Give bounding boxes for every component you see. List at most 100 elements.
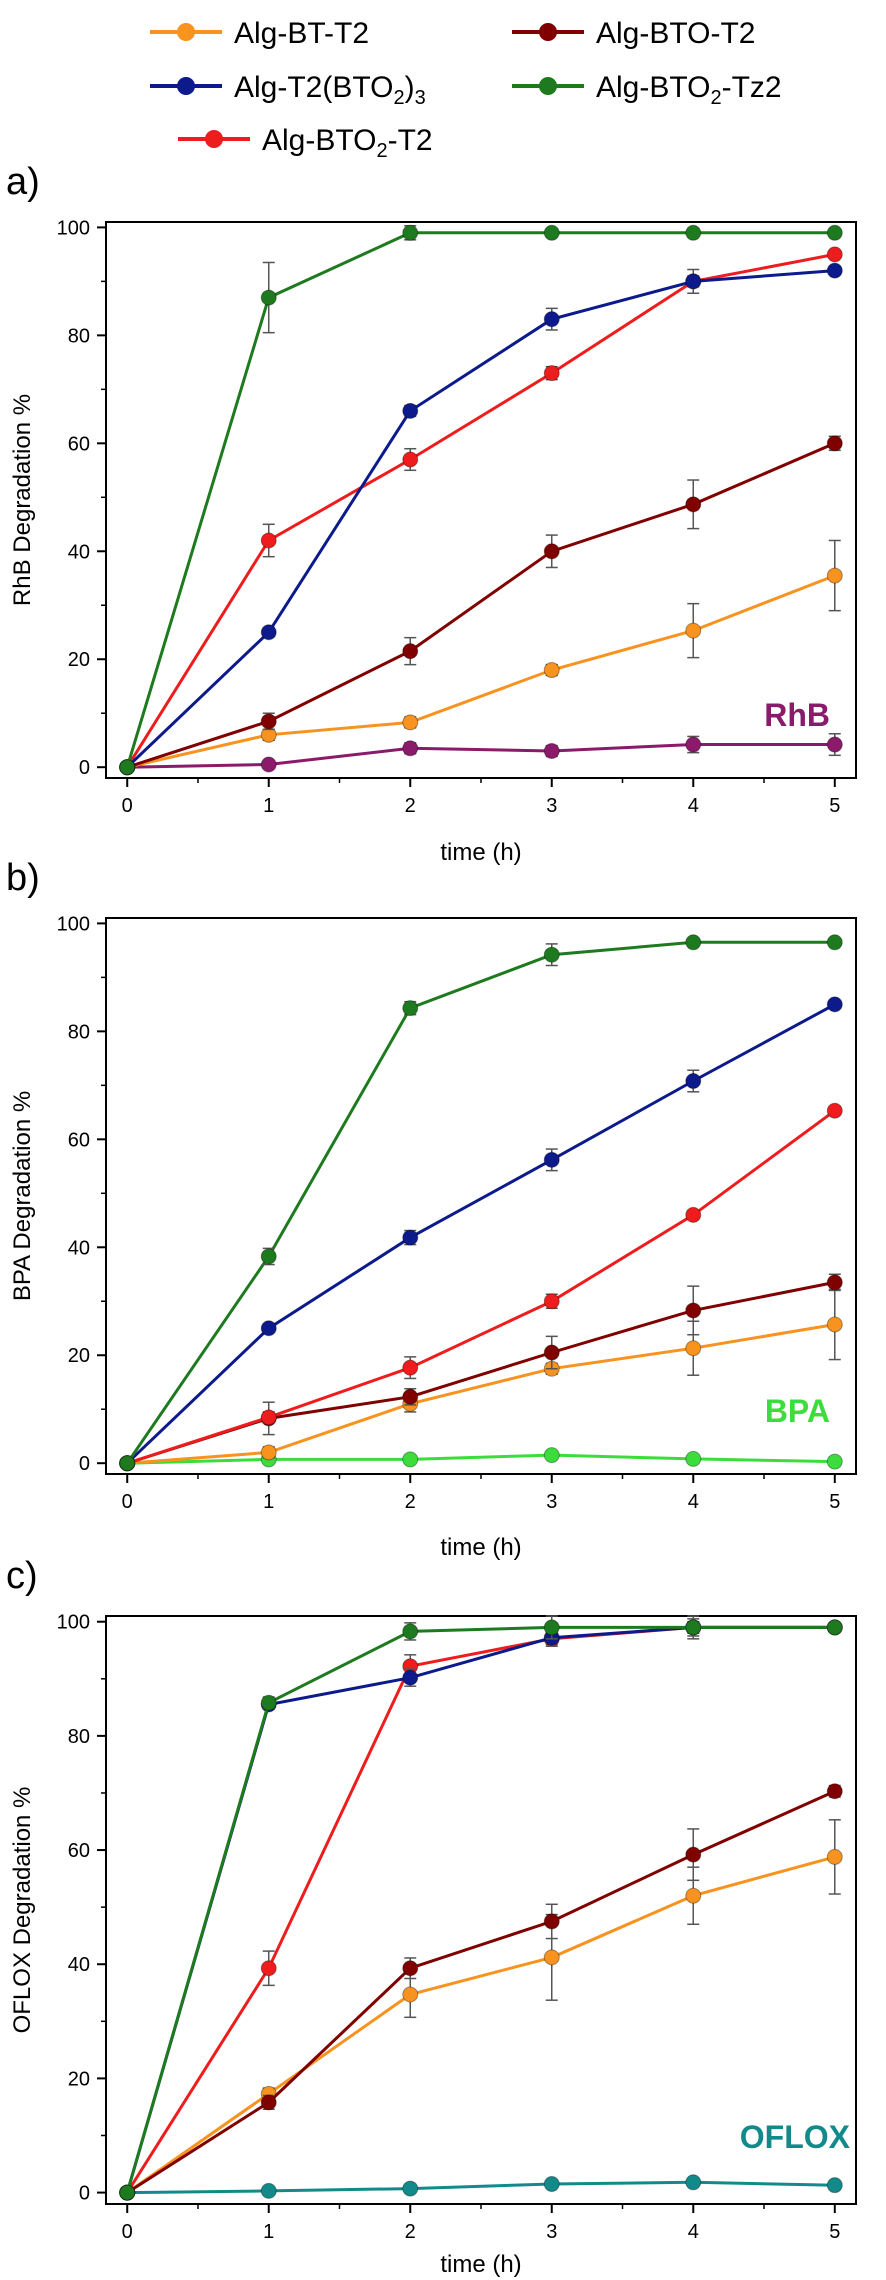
series-layer <box>119 224 843 776</box>
data-point <box>402 714 419 731</box>
y-axis: 0 20 40 60 80 100 <box>57 1612 106 2205</box>
series <box>119 1615 843 2201</box>
series-line <box>125 1625 835 2194</box>
legend-swatch-marker <box>177 23 195 41</box>
legend-label: Alg-BTO-T2 <box>596 17 755 50</box>
x-tick-label: 3 <box>546 2221 557 2243</box>
chart-panel-oflox: c) 0 1 2 3 4 5 0 20 40 60 80 100 OFLOX time (h) OF… <box>6 1555 857 2278</box>
series-line <box>127 743 835 769</box>
data-point <box>826 435 843 452</box>
x-tick-label: 5 <box>829 2221 840 2243</box>
y-tick-label: 60 <box>68 1840 90 1862</box>
data-point <box>543 224 560 241</box>
data-point <box>685 934 702 951</box>
x-axis-title: time (h) <box>440 1534 521 1561</box>
data-point <box>826 934 843 951</box>
data-point <box>543 1293 560 1310</box>
data-point <box>685 1887 702 1904</box>
legend-label: Alg-BT-T2 <box>234 17 369 50</box>
y-axis-title: RhB Degradation % <box>9 394 36 606</box>
x-tick-label: 1 <box>263 2221 274 2243</box>
data-point <box>260 2182 277 2199</box>
y-tick-label: 20 <box>68 649 90 671</box>
x-tick-label: 3 <box>546 1491 557 1513</box>
legend-label: Alg-BTO2-T2 <box>262 124 433 162</box>
y-tick-label: 40 <box>68 541 90 563</box>
plot-area <box>105 1615 857 2205</box>
pollutant-label: RhB <box>764 697 830 733</box>
data-point <box>826 1453 843 1470</box>
series-layer <box>119 934 843 1472</box>
data-point <box>685 2174 702 2191</box>
series <box>119 1819 843 2201</box>
data-point <box>402 1451 419 1468</box>
series-line <box>125 1625 835 2194</box>
series <box>119 1447 843 1472</box>
series-line <box>126 1789 836 2194</box>
y-axis-title: BPA Degradation % <box>9 1091 36 1301</box>
series <box>119 996 843 1472</box>
series <box>119 539 843 776</box>
data-point <box>685 1450 702 1467</box>
data-point <box>402 1359 419 1376</box>
series-line <box>126 441 836 769</box>
y-axis: 0 20 40 60 80 100 <box>57 217 106 779</box>
legend-entry: Alg-BT-T2 <box>150 17 369 50</box>
data-point <box>119 759 136 776</box>
data-point <box>402 2180 419 2197</box>
series-line <box>125 252 836 768</box>
data-point <box>543 311 560 328</box>
series-line <box>126 574 836 769</box>
data-point <box>402 1000 419 1017</box>
series-layer <box>119 1615 843 2201</box>
legend-entry: Alg-BTO-T2 <box>512 17 755 50</box>
y-axis: 0 20 40 60 80 100 <box>57 913 106 1475</box>
x-tick-label: 5 <box>829 1491 840 1513</box>
data-point <box>826 246 843 263</box>
y-tick-label: 40 <box>68 1237 90 1259</box>
legend-swatch-marker <box>539 77 557 95</box>
series-line <box>127 2180 835 2195</box>
data-point <box>826 262 843 279</box>
x-tick-label: 2 <box>405 795 416 817</box>
data-point <box>543 1949 560 1966</box>
x-tick-label: 0 <box>122 795 133 817</box>
x-tick-label: 4 <box>688 2221 699 2243</box>
x-tick-label: 2 <box>405 2221 416 2243</box>
data-point <box>260 1409 277 1426</box>
data-point <box>826 996 843 1013</box>
y-tick-label: 20 <box>68 2068 90 2090</box>
data-point <box>543 1619 560 1636</box>
y-tick-label: 0 <box>79 1453 90 1475</box>
pollutant-label: OFLOX <box>740 2119 851 2155</box>
data-point <box>685 1073 702 1090</box>
series-line <box>127 1323 836 1465</box>
panel-label: b) <box>6 857 40 899</box>
data-point <box>402 1669 419 1686</box>
data-point <box>543 1447 560 1464</box>
x-axis-title: time (h) <box>440 839 521 866</box>
data-point <box>826 1274 843 1291</box>
data-point <box>826 2177 843 2194</box>
plot-area <box>105 917 857 1475</box>
data-point <box>260 1444 277 1461</box>
y-tick-label: 60 <box>68 433 90 455</box>
data-point <box>826 224 843 241</box>
data-point <box>826 1848 843 1865</box>
y-tick-label: 100 <box>57 1612 90 1634</box>
y-tick-label: 0 <box>79 757 90 779</box>
series-line <box>126 1003 836 1465</box>
series-line <box>126 269 835 769</box>
data-point <box>260 1320 277 1337</box>
x-tick-label: 4 <box>688 795 699 817</box>
series <box>119 1102 843 1472</box>
data-point <box>402 643 419 660</box>
series-line <box>125 1625 835 2194</box>
legend-entry: Alg-BTO2-Tz2 <box>512 71 782 109</box>
x-tick-label: 0 <box>122 1491 133 1513</box>
legend-label: Alg-BTO2-Tz2 <box>596 71 782 109</box>
y-tick-label: 80 <box>68 1726 90 1748</box>
panel-label: c) <box>6 1555 38 1597</box>
data-point <box>402 1229 419 1246</box>
series-line <box>127 1453 835 1465</box>
